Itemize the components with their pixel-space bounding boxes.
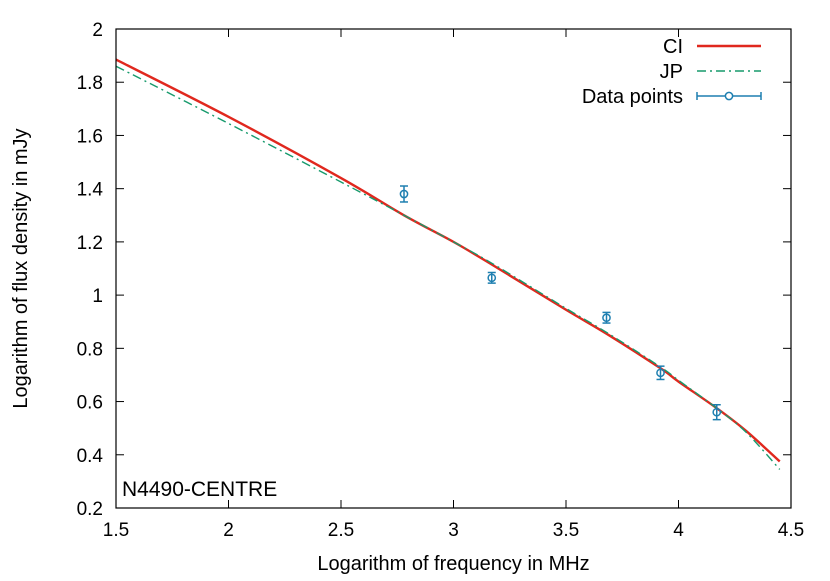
data-point bbox=[712, 407, 722, 417]
x-tick-label: 2.5 bbox=[328, 520, 354, 541]
plot-frame bbox=[115, 28, 792, 509]
x-tick-label: 3.5 bbox=[553, 520, 579, 541]
plot-curves bbox=[115, 58, 781, 470]
annotation-label: N4490-CENTRE bbox=[122, 478, 277, 501]
x-tick-label: 2 bbox=[223, 520, 234, 541]
x-tick-label: 4 bbox=[673, 520, 684, 541]
x-tick-label: 1.5 bbox=[103, 520, 129, 541]
x-tick-label: 3 bbox=[448, 520, 459, 541]
y-tick-label: 0.4 bbox=[77, 446, 104, 467]
y-tick-label: 2 bbox=[92, 20, 103, 41]
y-tick-label: 0.6 bbox=[77, 393, 103, 414]
y-tick-label: 1.6 bbox=[77, 126, 103, 147]
axis-ticks: 1.5 2 2.5 3 3.5 4 4.5 0.2 0.4 0.6 0.8 1 1.2 1.4 1.6 1.8… bbox=[77, 20, 805, 541]
legend-label: Data points bbox=[582, 86, 683, 108]
series-line-ci bbox=[115, 58, 781, 463]
series-line-jp bbox=[115, 65, 781, 470]
y-tick-label: 1.8 bbox=[77, 73, 103, 94]
y-tick-label: 1.2 bbox=[77, 233, 103, 254]
data-point bbox=[487, 273, 497, 283]
legend-label: JP bbox=[660, 61, 683, 83]
y-tick-label: 0.2 bbox=[77, 499, 103, 520]
data-point bbox=[399, 189, 409, 199]
x-axis-label: Logarithm of frequency in MHz bbox=[317, 553, 589, 575]
y-tick-label: 1.4 bbox=[77, 180, 104, 201]
y-tick-label: 0.8 bbox=[77, 339, 103, 360]
legend-swatch-marker bbox=[724, 91, 734, 101]
y-tick-label: 1 bbox=[92, 286, 103, 307]
legend-label: CI bbox=[663, 36, 683, 58]
x-tick-label: 4.5 bbox=[778, 520, 804, 541]
data-point bbox=[602, 313, 611, 323]
data-point bbox=[656, 368, 665, 378]
y-axis-label: Logarithm of flux density in mJy bbox=[10, 128, 32, 408]
data-points bbox=[399, 185, 722, 421]
legend: CI JP Data points bbox=[582, 36, 762, 108]
